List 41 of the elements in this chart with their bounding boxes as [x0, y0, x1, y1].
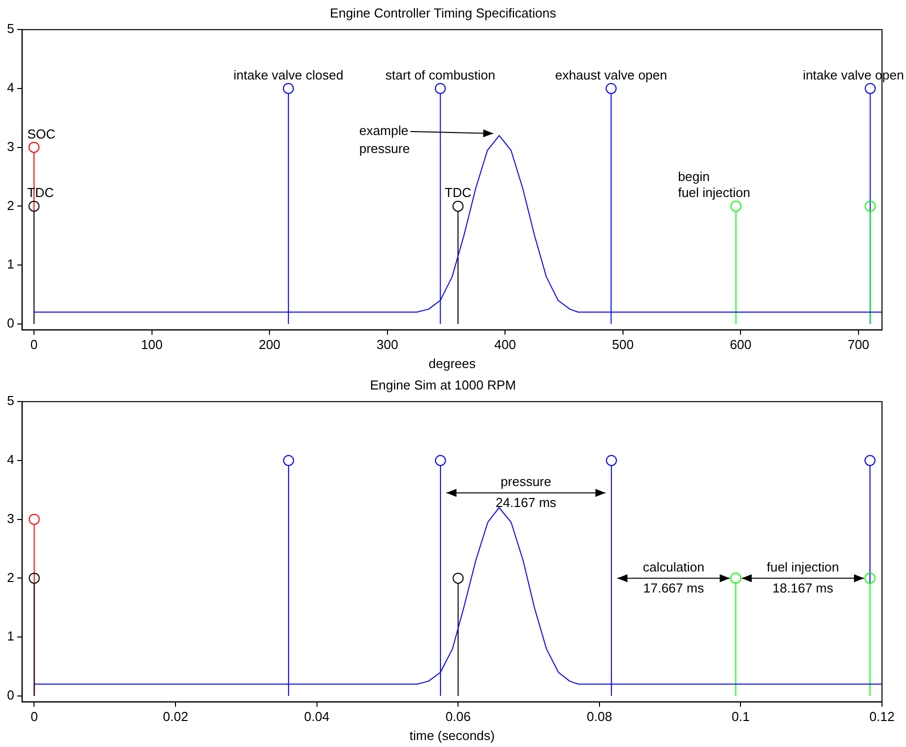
y-tick-label: 5	[6, 21, 14, 36]
x-tick-label: 100	[140, 337, 163, 352]
chart-title: Engine Sim at 1000 RPM	[370, 377, 516, 392]
annotation: begin fuel injection	[678, 169, 750, 200]
x-tick-label: 400	[494, 337, 516, 352]
annotation: intake valve closed	[233, 67, 344, 82]
annotation: start of combustion	[385, 67, 496, 82]
chart-title: Engine Controller Timing Specifications	[330, 5, 557, 20]
x-tick-label: 500	[612, 337, 634, 352]
annotation: TDC	[444, 185, 472, 200]
y-tick-label: 4	[6, 80, 14, 96]
y-tick-label: 0	[6, 315, 14, 330]
x-tick-label: 0.1	[732, 709, 750, 724]
annotation: exhaust valve open	[555, 67, 668, 82]
x-tick-label: 0.04	[304, 709, 330, 724]
annotation: example pressure	[359, 123, 410, 156]
y-tick-label: 3	[6, 138, 14, 154]
x-axis-title: degrees	[428, 356, 476, 371]
x-tick-label: 700	[848, 337, 870, 352]
y-tick-label: 3	[6, 510, 14, 526]
x-tick-label: 200	[258, 337, 280, 352]
y-tick-label: 1	[6, 628, 14, 644]
y-tick-label: 4	[6, 452, 14, 468]
x-tick-label: 0	[30, 337, 38, 352]
y-tick-label: 0	[6, 687, 14, 702]
y-tick-label: 1	[6, 256, 14, 272]
y-tick-label: 2	[6, 198, 14, 213]
annotation: calculation 17.667 ms	[642, 559, 704, 596]
x-tick-label: 0.12	[869, 709, 895, 724]
x-tick-label: 0.08	[586, 709, 612, 724]
y-tick-label: 2	[6, 570, 14, 585]
x-tick-label: 600	[730, 337, 752, 352]
annotation: pressure 24.167 ms	[496, 474, 557, 510]
x-tick-label: 0.06	[445, 709, 471, 724]
annotation: fuel injection 18.167 ms	[766, 559, 840, 596]
x-axis-title: time (seconds)	[409, 728, 495, 743]
x-tick-label: 300	[376, 337, 398, 352]
x-tick-label: 0	[30, 709, 38, 724]
y-tick-label: 5	[6, 393, 14, 408]
x-tick-label: 0.02	[162, 709, 188, 724]
annotation: SOC	[27, 126, 56, 142]
